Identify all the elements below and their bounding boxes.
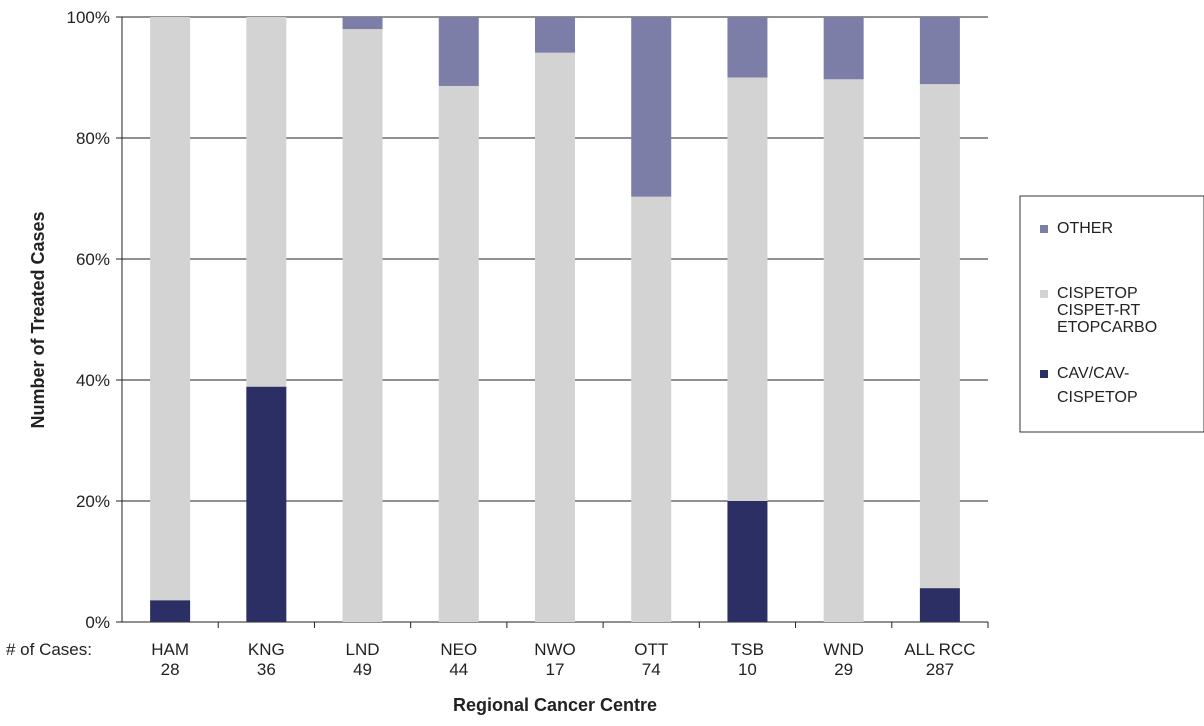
x-tick-label: OTT xyxy=(634,640,668,659)
y-tick-label: 20% xyxy=(76,492,110,511)
bar-segment xyxy=(150,17,191,601)
bar-segment xyxy=(438,17,479,86)
legend-box xyxy=(1019,195,1204,433)
bar-segment xyxy=(919,17,960,85)
case-count-label: 49 xyxy=(353,660,372,679)
bar-segment xyxy=(823,17,864,80)
x-tick-label: NWO xyxy=(534,640,576,659)
bar-segment xyxy=(246,17,287,387)
bar-segment xyxy=(342,17,383,30)
case-count-label: 10 xyxy=(738,660,757,679)
x-tick-label: NEO xyxy=(440,640,477,659)
legend-label: ETOPCARBO xyxy=(1057,319,1157,336)
bar-segment xyxy=(631,196,672,622)
x-axis-title: Regional Cancer Centre xyxy=(453,695,657,715)
case-count-label: 17 xyxy=(546,660,565,679)
legend-swatch xyxy=(1040,225,1048,233)
legend-swatch xyxy=(1040,290,1048,298)
case-count-label: 29 xyxy=(834,660,853,679)
case-count-label: 74 xyxy=(642,660,661,679)
bar-segment xyxy=(246,386,287,622)
case-count-label: 287 xyxy=(926,660,954,679)
bar-segment xyxy=(342,29,383,623)
y-tick-label: 40% xyxy=(76,371,110,390)
x-tick-label: LND xyxy=(346,640,380,659)
y-tick-label: 100% xyxy=(67,8,110,27)
legend-label: CISPETOP xyxy=(1057,285,1138,302)
bar-segment xyxy=(727,501,768,622)
case-count-label: 44 xyxy=(449,660,468,679)
legend-label: OTHER xyxy=(1057,220,1113,237)
bar-segment xyxy=(438,85,479,623)
legend-swatch xyxy=(1040,370,1048,378)
bar-segment xyxy=(727,17,768,78)
case-count-label: 28 xyxy=(161,660,180,679)
bar-segment xyxy=(919,84,960,589)
x-tick-label: TSB xyxy=(731,640,764,659)
y-axis-title: Number of Treated Cases xyxy=(28,211,48,428)
legend: OTHERCISPETOPCISPET-RTETOPCARBOCAV/CAV-C… xyxy=(1019,195,1204,433)
legend-label: CAV/CAV- xyxy=(1057,365,1129,382)
case-count-label: 36 xyxy=(257,660,276,679)
bars-layer xyxy=(150,17,960,623)
x-tick-label: WND xyxy=(823,640,864,659)
y-tick-label: 60% xyxy=(76,250,110,269)
y-tick-label: 80% xyxy=(76,129,110,148)
legend-label: CISPETOP xyxy=(1057,389,1138,406)
legend-label: CISPET-RT xyxy=(1057,302,1141,319)
bar-segment xyxy=(150,600,191,622)
bar-segment xyxy=(631,17,672,197)
bar-segment xyxy=(823,79,864,622)
cases-row-label: # of Cases: xyxy=(6,640,92,659)
bar-segment xyxy=(535,17,575,53)
x-tick-label: HAM xyxy=(151,640,189,659)
bar-segment xyxy=(919,588,960,622)
x-tick-label: KNG xyxy=(248,640,285,659)
bar-segment xyxy=(535,52,575,622)
y-tick-label: 0% xyxy=(85,613,110,632)
x-tick-label: ALL RCC xyxy=(904,640,975,659)
bar-segment xyxy=(727,77,768,501)
